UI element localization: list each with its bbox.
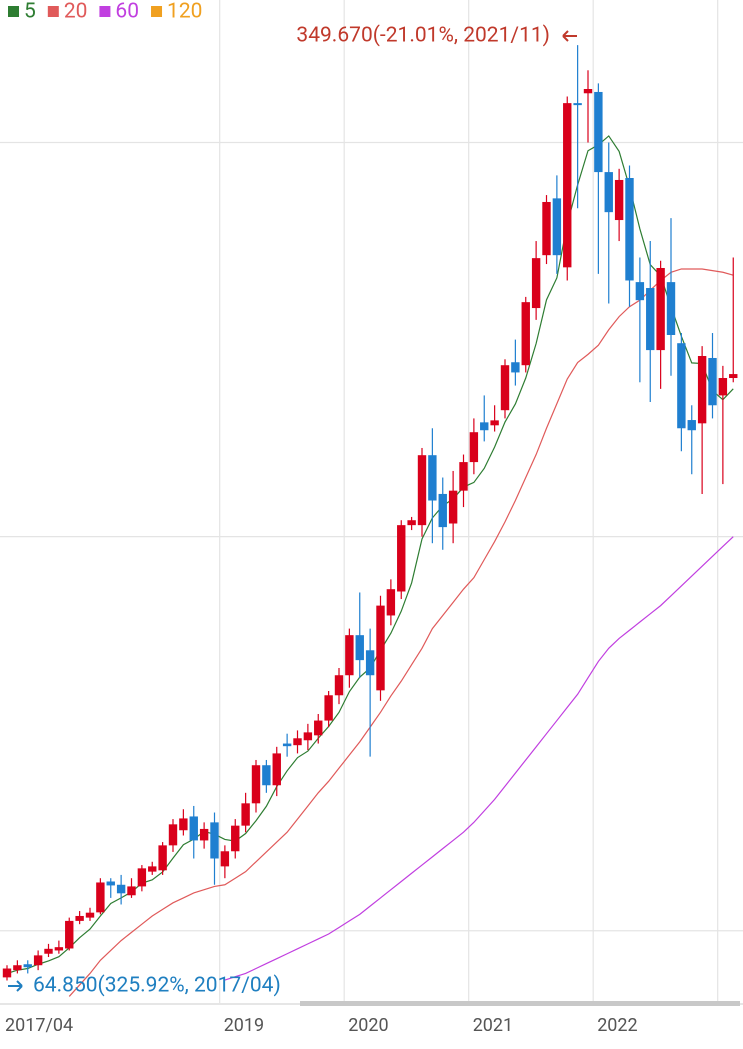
candle-body: [480, 422, 489, 431]
candle-body: [220, 851, 230, 867]
candle-body: [407, 520, 416, 526]
candle-body: [666, 282, 676, 335]
legend-swatch: [99, 6, 111, 17]
candle-body: [116, 884, 126, 894]
candle-body: [646, 288, 655, 351]
candle-body: [677, 343, 686, 429]
candle-body: [334, 675, 344, 696]
candle-body: [376, 605, 385, 691]
candles: [2, 45, 738, 981]
x-axis: 2017/04 2019 2020 2021 2022: [5, 1015, 638, 1036]
legend-swatch: [47, 6, 59, 17]
candle-body: [210, 822, 219, 859]
grid: [0, 0, 743, 1003]
candle-body: [251, 765, 261, 804]
candle-body: [542, 201, 551, 256]
candle-body: [417, 455, 427, 526]
candle-body: [33, 955, 43, 966]
candle-body: [199, 828, 209, 841]
candle-body: [13, 965, 22, 971]
candle-body: [54, 947, 64, 951]
ma-line: [224, 536, 734, 981]
candle-body: [106, 881, 115, 886]
candle-body: [189, 816, 198, 841]
candle-body: [521, 302, 530, 366]
candle-body: [148, 866, 157, 872]
x-tick-label: 2020: [348, 1015, 388, 1036]
candle-body: [282, 743, 292, 747]
x-tick-label: 2017/04: [5, 1015, 73, 1036]
candle-body: [729, 374, 738, 379]
legend-swatch: [8, 6, 19, 17]
candle-body: [459, 462, 468, 491]
candle-body: [697, 356, 707, 424]
candle-body: [2, 968, 12, 978]
candle-body: [583, 89, 593, 94]
candle-body: [65, 920, 74, 949]
candle-body: [573, 103, 582, 106]
candle-body: [448, 490, 458, 524]
candle-body: [293, 738, 302, 746]
candle-body: [158, 845, 167, 871]
candle-body: [428, 455, 437, 501]
candle-body: [552, 198, 562, 256]
candle-body: [614, 179, 624, 221]
candle-body: [345, 635, 354, 676]
x-tick-label: 2019: [224, 1015, 264, 1036]
legend: 5 20 60 120: [8, 0, 202, 24]
candle-body: [137, 868, 147, 887]
x-tick-label: 2021: [473, 1015, 513, 1036]
candle-body: [168, 824, 178, 846]
legend-swatch: [151, 6, 163, 17]
candle-body: [604, 172, 613, 213]
candle-body: [625, 178, 634, 281]
scroll-bar[interactable]: [300, 1001, 740, 1006]
legend-label: 60: [115, 0, 139, 24]
candle-body: [687, 420, 696, 431]
candle-body: [438, 493, 447, 528]
legend-label: 120: [167, 0, 202, 24]
legend-label: 20: [64, 0, 88, 24]
candle-body: [127, 886, 136, 896]
candle-body: [272, 753, 281, 786]
ma-line: [68, 268, 734, 997]
candle-body: [324, 695, 333, 721]
candle-body: [75, 915, 84, 921]
candle-body: [490, 420, 499, 426]
candle-body: [594, 91, 603, 173]
candle-body: [355, 635, 364, 661]
min-arrow: [8, 980, 23, 992]
max-annotation: 349.670(-21.01%, 2021/11): [296, 24, 550, 48]
x-tick-label: 2022: [597, 1015, 637, 1036]
candle-body: [511, 362, 520, 373]
candle-body: [635, 282, 645, 301]
candle-body: [303, 732, 313, 741]
candle-body: [656, 267, 665, 351]
candle-body: [531, 258, 541, 309]
candle-body: [718, 378, 728, 396]
candle-body: [231, 825, 240, 852]
candle-body: [262, 765, 271, 786]
candle-body: [23, 964, 32, 968]
min-annotation: 64.850(325.92%, 2017/04): [33, 974, 281, 998]
candle-body: [469, 432, 479, 463]
candle-body: [563, 103, 572, 268]
candle-body: [96, 882, 105, 913]
candle-body: [365, 650, 375, 676]
candle-body: [500, 365, 510, 411]
candle-body: [179, 818, 188, 831]
legend-label: 5: [24, 0, 36, 24]
candle-body: [44, 948, 53, 954]
candle-body: [397, 525, 406, 592]
max-arrow: [562, 30, 577, 42]
candle-body: [241, 803, 250, 826]
candle-body: [314, 720, 323, 736]
candle-body: [85, 912, 95, 918]
candle-body: [708, 357, 717, 406]
candle-body: [386, 589, 396, 616]
